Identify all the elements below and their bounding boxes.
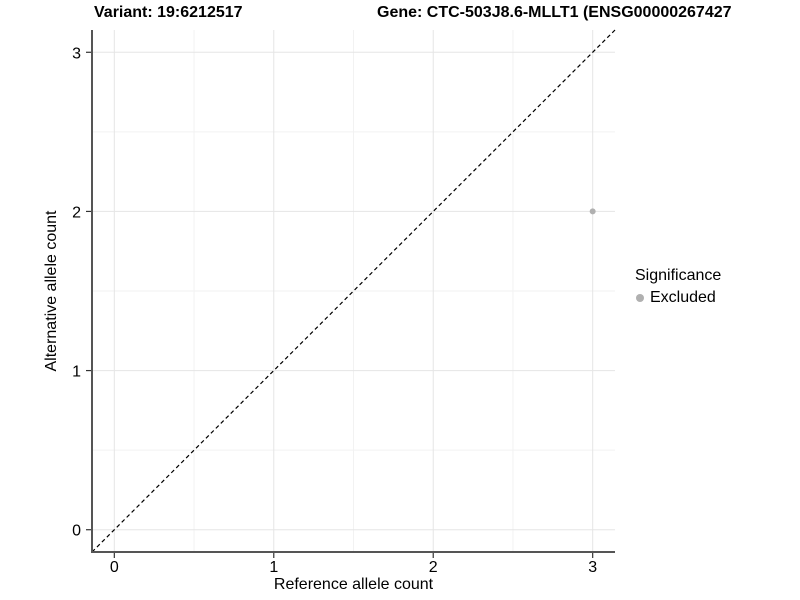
x-tick-label: 3 — [588, 559, 597, 576]
plot-title-gene: Gene: CTC-503J8.6-MLLT1 (ENSG00000267427 — [377, 4, 732, 21]
x-tick-label: 0 — [110, 559, 119, 576]
y-tick-label: 1 — [72, 364, 81, 381]
legend-title: Significance — [635, 267, 722, 284]
legend-item-label: Excluded — [650, 289, 716, 306]
x-tick-label: 2 — [429, 559, 438, 576]
x-axis-title: Reference allele count — [273, 576, 434, 593]
y-tick-label: 0 — [72, 523, 81, 540]
legend: Significance Excluded — [633, 267, 721, 307]
y-tick-label: 2 — [72, 204, 81, 221]
x-tick-label: 1 — [269, 559, 278, 576]
y-tick-label: 3 — [72, 45, 81, 62]
plot-title-variant: Variant: 19:6212517 — [94, 4, 243, 21]
legend-point-icon — [636, 294, 644, 302]
legend-item-excluded: Excluded — [633, 289, 721, 307]
y-axis-title: Alternative allele count — [43, 210, 60, 372]
data-point — [589, 208, 596, 215]
